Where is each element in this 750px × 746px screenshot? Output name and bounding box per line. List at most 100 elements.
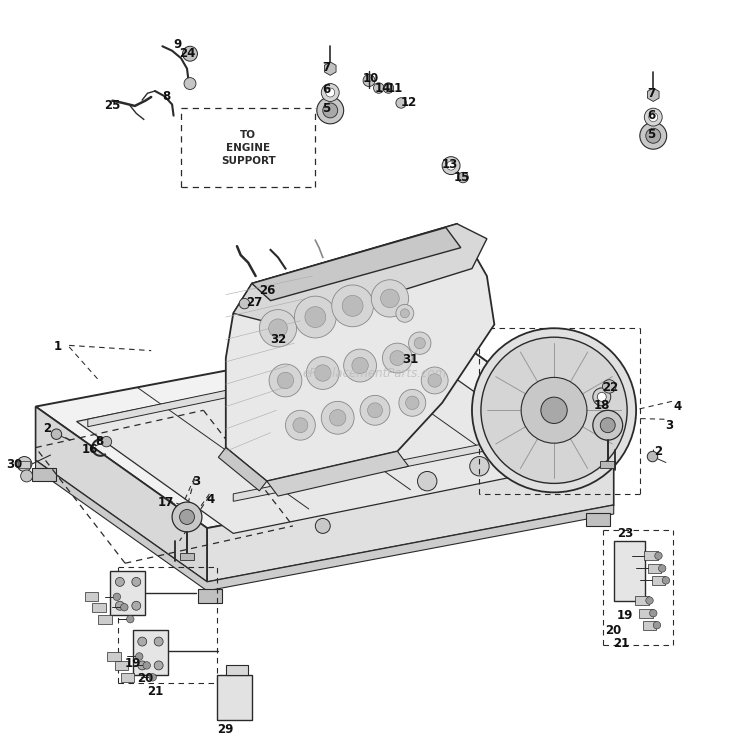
- Polygon shape: [371, 343, 401, 358]
- Text: 3: 3: [665, 419, 674, 432]
- Polygon shape: [88, 352, 409, 427]
- Circle shape: [409, 332, 431, 354]
- Circle shape: [658, 565, 666, 572]
- Text: 24: 24: [178, 47, 195, 60]
- Bar: [98, 615, 112, 624]
- Polygon shape: [248, 295, 269, 306]
- Circle shape: [269, 364, 302, 397]
- Polygon shape: [218, 448, 267, 491]
- Text: 21: 21: [613, 636, 629, 650]
- Circle shape: [442, 157, 460, 175]
- Bar: [644, 551, 658, 560]
- Text: 18: 18: [593, 398, 610, 412]
- Text: 8: 8: [94, 435, 103, 448]
- Polygon shape: [35, 330, 613, 528]
- Circle shape: [371, 280, 409, 317]
- Polygon shape: [217, 675, 252, 720]
- Bar: [635, 596, 649, 605]
- Text: 9: 9: [173, 38, 182, 51]
- Text: 10: 10: [363, 72, 380, 85]
- Text: 11: 11: [387, 81, 404, 95]
- Text: 7: 7: [322, 60, 331, 74]
- Text: eReplacementParts.com: eReplacementParts.com: [303, 366, 447, 380]
- Circle shape: [113, 593, 121, 601]
- Polygon shape: [239, 317, 311, 347]
- Text: 8: 8: [162, 90, 170, 104]
- Circle shape: [344, 349, 376, 382]
- Text: 5: 5: [322, 101, 331, 115]
- Circle shape: [662, 577, 670, 584]
- Circle shape: [383, 83, 394, 93]
- Polygon shape: [35, 460, 613, 591]
- Circle shape: [154, 637, 164, 646]
- Circle shape: [368, 403, 382, 418]
- Text: 2: 2: [655, 445, 662, 458]
- Polygon shape: [198, 589, 222, 603]
- Circle shape: [305, 307, 326, 327]
- Text: 26: 26: [259, 284, 275, 298]
- Polygon shape: [252, 228, 460, 301]
- Circle shape: [342, 295, 363, 316]
- Text: 4: 4: [673, 400, 681, 413]
- Circle shape: [138, 661, 147, 670]
- Circle shape: [470, 457, 489, 476]
- Polygon shape: [226, 665, 248, 675]
- Text: 5: 5: [647, 128, 656, 141]
- Circle shape: [320, 430, 340, 450]
- Polygon shape: [647, 88, 659, 101]
- Bar: [115, 661, 128, 670]
- Circle shape: [647, 451, 658, 462]
- Circle shape: [17, 457, 32, 471]
- Polygon shape: [267, 451, 409, 496]
- Circle shape: [602, 380, 616, 393]
- Text: 31: 31: [403, 353, 419, 366]
- Circle shape: [116, 577, 124, 586]
- Circle shape: [360, 395, 390, 425]
- Bar: [648, 564, 662, 573]
- Text: 20: 20: [137, 672, 153, 686]
- Circle shape: [399, 389, 426, 416]
- Bar: [19, 461, 30, 468]
- Circle shape: [380, 289, 399, 307]
- Circle shape: [295, 296, 336, 338]
- Text: 14: 14: [374, 81, 391, 95]
- Polygon shape: [76, 352, 577, 533]
- Circle shape: [286, 410, 315, 440]
- Circle shape: [640, 122, 667, 149]
- Polygon shape: [110, 571, 146, 615]
- Polygon shape: [614, 541, 645, 601]
- Text: 7: 7: [647, 87, 655, 100]
- Circle shape: [21, 470, 32, 482]
- Text: 25: 25: [104, 99, 121, 113]
- Circle shape: [422, 367, 448, 394]
- Text: 23: 23: [616, 527, 633, 540]
- Circle shape: [458, 172, 468, 183]
- Text: 32: 32: [270, 333, 286, 346]
- Circle shape: [326, 88, 334, 97]
- Circle shape: [314, 365, 331, 381]
- Circle shape: [644, 108, 662, 126]
- Circle shape: [446, 161, 455, 170]
- Circle shape: [172, 502, 202, 532]
- Text: 15: 15: [454, 171, 470, 184]
- Circle shape: [382, 343, 412, 373]
- Circle shape: [321, 84, 339, 101]
- Text: 13: 13: [442, 157, 458, 171]
- Polygon shape: [32, 468, 56, 481]
- Bar: [92, 603, 106, 612]
- Circle shape: [396, 98, 406, 108]
- Circle shape: [352, 357, 368, 374]
- Text: 12: 12: [400, 96, 417, 110]
- Polygon shape: [226, 224, 494, 481]
- Polygon shape: [586, 513, 610, 526]
- Circle shape: [600, 418, 615, 433]
- Circle shape: [541, 397, 567, 424]
- Text: 6: 6: [322, 83, 331, 96]
- Text: 1: 1: [54, 340, 62, 354]
- Polygon shape: [207, 451, 614, 582]
- Bar: [600, 461, 615, 468]
- Circle shape: [428, 374, 442, 387]
- Circle shape: [293, 418, 308, 433]
- Text: TO
ENGINE
SUPPORT: TO ENGINE SUPPORT: [220, 130, 275, 166]
- Polygon shape: [233, 429, 558, 501]
